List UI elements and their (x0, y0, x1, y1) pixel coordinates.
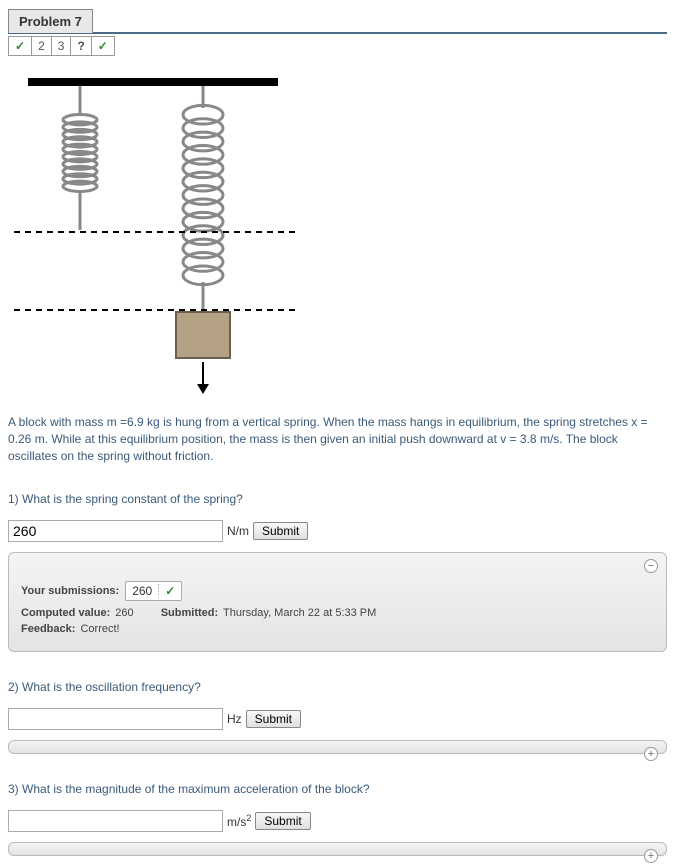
expand-icon[interactable]: + (644, 849, 658, 863)
feedback-panel-2: + (8, 740, 667, 754)
submission-value: 260 (132, 584, 152, 598)
unit-3: m/s2 (227, 813, 251, 829)
submitted-label: Submitted: (161, 607, 218, 619)
submit-button-3[interactable]: Submit (255, 812, 310, 830)
check-icon: ✓ (15, 39, 25, 53)
question-1-text: What is the spring constant of the sprin… (22, 492, 243, 506)
answer-row-3: m/s2 Submit (8, 810, 667, 832)
submit-button-2[interactable]: Submit (246, 710, 301, 728)
question-1-num: 1) (8, 492, 19, 506)
answer-row-1: N/m Submit (8, 520, 667, 542)
feedback-panel-1: − Your submissions: 260 ✓ Computed value… (8, 552, 667, 652)
submission-value-box[interactable]: 260 ✓ (125, 581, 182, 601)
question-3: 3) What is the magnitude of the maximum … (8, 782, 667, 796)
answer-input-2[interactable] (8, 708, 223, 730)
feedback-value: Correct! (80, 623, 119, 635)
computed-label: Computed value: (21, 607, 110, 619)
divider (158, 584, 159, 598)
question-1: 1) What is the spring constant of the sp… (8, 492, 667, 506)
problem-title-tab: Problem 7 (8, 9, 93, 33)
question-3-num: 3) (8, 782, 19, 796)
feedback-panel-3: + (8, 842, 667, 856)
step-tab-4[interactable]: ? (71, 37, 91, 55)
step-tab-3[interactable]: 3 (52, 37, 72, 55)
check-icon: ✓ (98, 39, 108, 53)
check-icon: ✓ (165, 584, 175, 598)
problem-text: A block with mass m =6.9 kg is hung from… (8, 414, 667, 464)
question-2: 2) What is the oscillation frequency? (8, 680, 667, 694)
computed-value: 260 (115, 607, 133, 619)
step-tab-5[interactable]: ✓ (92, 37, 114, 55)
collapse-icon[interactable]: − (644, 559, 658, 573)
question-3-text: What is the magnitude of the maximum acc… (22, 782, 370, 796)
submit-button-1[interactable]: Submit (253, 522, 308, 540)
unit-1: N/m (227, 524, 249, 538)
problem-header: Problem 7 (8, 8, 667, 34)
question-2-num: 2) (8, 680, 19, 694)
question-2-text: What is the oscillation frequency? (22, 680, 201, 694)
your-submissions-label: Your submissions: (21, 585, 119, 597)
step-tab-1[interactable]: ✓ (9, 37, 32, 55)
submitted-value: Thursday, March 22 at 5:33 PM (223, 607, 376, 619)
answer-input-3[interactable] (8, 810, 223, 832)
feedback-label: Feedback: (21, 623, 75, 635)
question-mark-icon: ? (77, 39, 84, 53)
spring-diagram (8, 62, 667, 410)
step-tabs: ✓ 2 3 ? ✓ (8, 36, 115, 56)
answer-row-2: Hz Submit (8, 708, 667, 730)
answer-input-1[interactable] (8, 520, 223, 542)
expand-icon[interactable]: + (644, 747, 658, 761)
step-tab-2[interactable]: 2 (32, 37, 52, 55)
unit-2: Hz (227, 712, 242, 726)
